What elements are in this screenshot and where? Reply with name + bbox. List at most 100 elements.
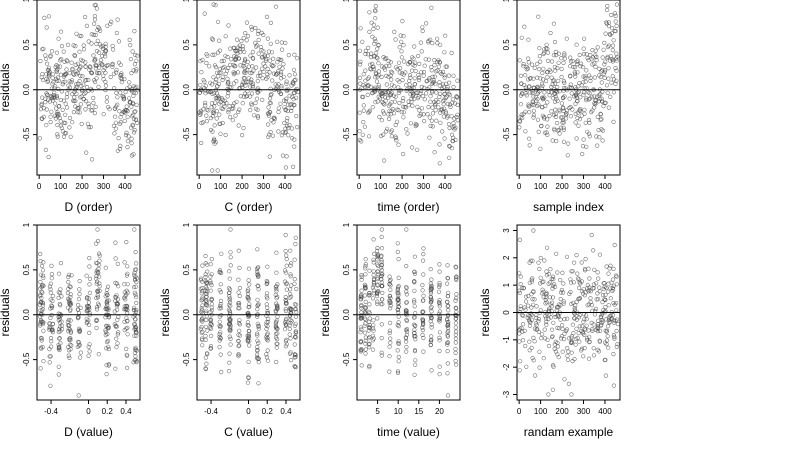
data-point — [80, 74, 85, 79]
y-tick-label: 1 — [342, 0, 351, 2]
y-tick-label: 0.5 — [342, 39, 351, 51]
data-point — [582, 86, 587, 91]
data-point — [122, 76, 127, 82]
data-point — [255, 303, 260, 308]
data-point — [603, 373, 609, 378]
data-point — [388, 112, 393, 117]
data-point — [65, 59, 70, 64]
data-point — [453, 329, 459, 334]
data-point — [408, 92, 413, 97]
data-point — [358, 294, 363, 299]
data-point — [240, 133, 245, 138]
data-point — [412, 288, 417, 293]
data-point — [422, 85, 427, 90]
data-point — [132, 290, 137, 295]
data-point — [428, 267, 433, 272]
data-point — [236, 344, 241, 349]
data-point — [227, 276, 232, 281]
data-point — [551, 21, 557, 26]
data-point — [245, 336, 251, 341]
data-point — [396, 284, 401, 289]
data-point — [87, 64, 92, 69]
data-point — [584, 323, 589, 328]
data-point — [538, 146, 543, 151]
data-point — [92, 14, 97, 19]
data-point — [452, 127, 457, 132]
data-point — [404, 329, 410, 334]
data-point — [445, 304, 450, 309]
data-point — [78, 305, 83, 311]
data-point — [219, 70, 224, 75]
data-point — [604, 83, 610, 88]
data-point — [409, 99, 414, 104]
data-point — [43, 147, 49, 152]
x-axis-title: D (value) — [64, 425, 113, 439]
data-point — [549, 304, 554, 309]
data-point — [130, 49, 135, 54]
data-point — [417, 75, 422, 80]
data-point — [404, 349, 409, 354]
data-point — [435, 68, 440, 73]
data-point — [279, 76, 284, 81]
data-point — [541, 295, 546, 300]
data-point — [531, 335, 536, 341]
data-point — [366, 52, 371, 57]
data-point — [55, 134, 60, 139]
data-point — [389, 77, 394, 82]
data-point — [370, 347, 376, 352]
data-point — [255, 270, 260, 275]
data-point — [48, 119, 53, 125]
data-point — [104, 298, 110, 304]
data-point — [294, 302, 299, 307]
data-point — [288, 263, 293, 268]
data-point — [274, 72, 279, 77]
data-point — [112, 106, 118, 111]
data-point — [376, 83, 381, 88]
data-point — [417, 108, 422, 113]
data-point — [600, 128, 606, 133]
data-point — [358, 62, 363, 67]
data-point — [293, 352, 298, 358]
data-point — [604, 7, 610, 13]
data-point — [429, 284, 434, 289]
data-point — [550, 283, 556, 288]
data-point — [372, 41, 377, 46]
data-point — [396, 275, 401, 281]
y-tick-label: -1 — [502, 336, 511, 344]
data-point — [551, 320, 556, 325]
data-point — [430, 40, 435, 46]
y-tick-label: 1 — [502, 0, 511, 2]
data-point — [244, 94, 249, 99]
y-tick-label: -0.5 — [22, 127, 31, 141]
data-point — [379, 234, 384, 240]
data-point — [375, 316, 380, 321]
data-point — [215, 19, 221, 24]
data-point — [602, 62, 607, 67]
data-point — [371, 22, 376, 27]
data-point — [41, 105, 47, 111]
data-point — [375, 74, 380, 79]
data-point — [54, 50, 60, 55]
data-point — [536, 129, 541, 134]
data-point — [265, 348, 270, 353]
data-point — [266, 105, 271, 110]
data-point — [399, 49, 404, 54]
data-point — [62, 59, 67, 64]
data-point — [82, 14, 88, 20]
data-point — [265, 66, 270, 72]
data-point — [69, 60, 74, 65]
data-point — [68, 338, 73, 343]
data-point — [393, 134, 398, 139]
data-point — [546, 316, 551, 322]
data-point — [573, 342, 578, 347]
data-point — [527, 313, 532, 319]
data-point — [218, 303, 223, 309]
data-point — [93, 32, 98, 38]
data-point — [410, 145, 415, 150]
data-point — [441, 102, 446, 107]
data-point — [518, 359, 523, 364]
data-point — [595, 114, 600, 119]
y-axis-title: residuals — [158, 63, 172, 111]
data-point — [599, 313, 604, 318]
data-point — [40, 273, 46, 278]
